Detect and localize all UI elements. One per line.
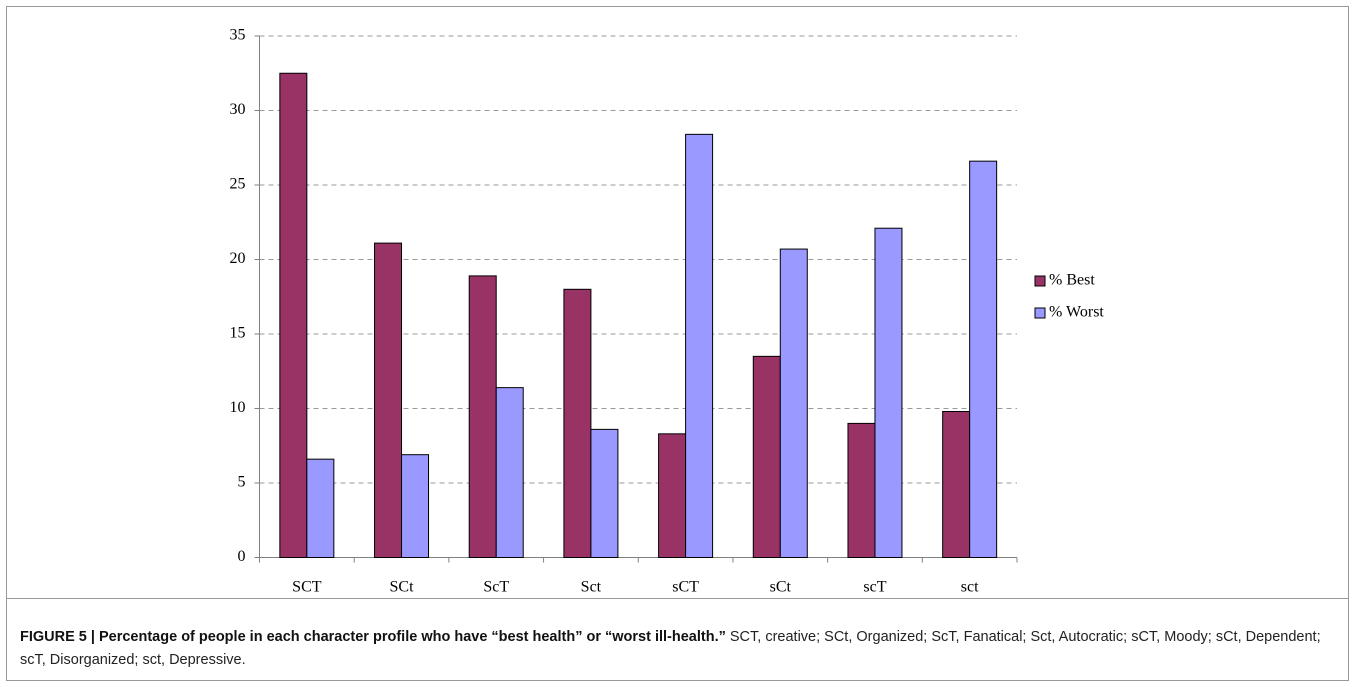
y-tick-label: 0 [238, 548, 246, 565]
caption: FIGURE 5 | Percentage of people in each … [20, 626, 1336, 672]
x-tick-label: sct [961, 579, 979, 596]
bar [874, 227, 903, 559]
legend-swatch [1034, 275, 1046, 287]
caption-text: SCT, creative; SCt, Organized; ScT, Fana… [20, 629, 1321, 668]
y-tick-label: 35 [230, 27, 246, 44]
x-tick-label: sCT [672, 579, 699, 596]
bar [942, 410, 971, 559]
x-tick-label: SCt [390, 579, 415, 596]
bar [279, 72, 308, 558]
bar [563, 288, 592, 558]
bar [401, 454, 430, 558]
y-tick-label: 15 [230, 325, 246, 342]
caption-label: FIGURE 5 | Percentage of people in each … [20, 629, 726, 645]
bar [590, 428, 619, 558]
bar [969, 160, 998, 558]
legend-label: % Worst [1049, 304, 1104, 321]
x-tick-label: sCt [770, 579, 792, 596]
legend-label: % Best [1049, 272, 1095, 289]
bar [306, 458, 335, 558]
x-tick-label: SCT [292, 579, 322, 596]
bar [752, 355, 781, 558]
y-tick-label: 10 [230, 399, 246, 416]
bar [685, 133, 714, 558]
bar [658, 433, 687, 558]
bar [847, 422, 876, 558]
bar [374, 242, 403, 559]
y-tick-label: 20 [230, 250, 246, 267]
y-tick-label: 5 [238, 474, 246, 491]
figure-border [6, 6, 1349, 681]
x-tick-label: scT [863, 579, 886, 596]
y-tick-label: 30 [230, 101, 246, 118]
x-tick-label: ScT [483, 579, 509, 596]
bar [495, 387, 524, 559]
legend-swatch [1034, 307, 1046, 319]
y-tick-label: 25 [230, 176, 246, 193]
x-tick-label: Sct [581, 579, 602, 596]
bar [468, 275, 497, 558]
bar [779, 248, 808, 558]
